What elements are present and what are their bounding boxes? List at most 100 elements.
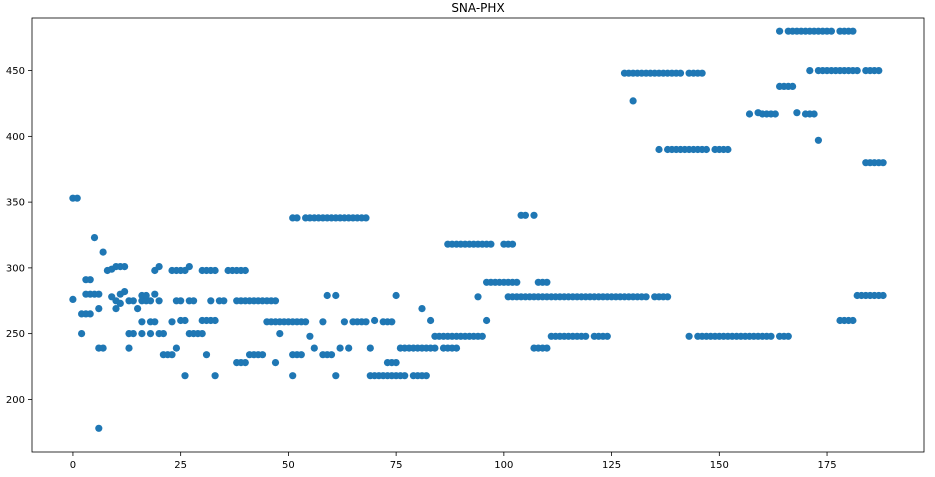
data-point (853, 67, 861, 75)
data-point (474, 293, 482, 301)
data-point (724, 145, 732, 154)
data-point (151, 290, 159, 298)
data-point (806, 67, 814, 75)
y-tick-label: 400 (6, 132, 25, 143)
data-point (745, 110, 754, 118)
data-point (418, 305, 426, 313)
data-point (332, 291, 340, 300)
data-point (198, 330, 206, 338)
data-point (297, 351, 305, 359)
data-point (771, 110, 779, 118)
data-point (211, 316, 219, 325)
x-tick-label: 125 (602, 460, 621, 471)
data-point (767, 332, 775, 340)
data-point (125, 344, 133, 352)
data-point (508, 240, 517, 248)
data-point (345, 344, 353, 352)
data-point (181, 316, 189, 325)
data-points (69, 27, 887, 432)
y-axis-ticks: 200 250 300 350 400 450 (6, 66, 32, 406)
data-point (138, 318, 146, 326)
data-point (332, 372, 340, 380)
data-point (293, 214, 301, 222)
data-point (664, 293, 672, 301)
data-point (879, 291, 887, 300)
data-point (543, 344, 551, 352)
x-tick-label: 100 (494, 460, 513, 471)
data-point (521, 211, 530, 219)
data-point (138, 330, 146, 338)
data-point (241, 359, 249, 367)
data-point (422, 372, 430, 380)
data-point (340, 318, 348, 326)
data-point (336, 344, 344, 352)
data-point (220, 297, 228, 305)
data-point (121, 263, 129, 271)
data-point (810, 110, 818, 118)
data-point (875, 67, 883, 75)
data-point (202, 351, 211, 359)
data-point (319, 318, 327, 326)
data-point (121, 288, 129, 296)
data-point (685, 332, 693, 340)
data-point (452, 344, 461, 352)
data-point (271, 359, 280, 367)
plot-frame (31, 17, 925, 453)
data-point (172, 344, 180, 352)
x-tick-label: 25 (174, 460, 187, 471)
data-point (513, 278, 521, 286)
data-point (146, 297, 155, 305)
data-point (849, 27, 857, 35)
data-point (95, 424, 103, 432)
data-point (207, 297, 215, 305)
data-point (99, 344, 107, 352)
data-point (310, 344, 318, 352)
data-point (146, 330, 155, 338)
data-point (142, 291, 150, 300)
data-point (392, 291, 400, 300)
data-point (90, 234, 99, 242)
data-point (789, 82, 797, 90)
data-point (95, 290, 103, 298)
data-point (78, 330, 86, 338)
data-point (181, 372, 189, 380)
data-point (784, 332, 792, 340)
data-point (95, 305, 103, 313)
y-tick-label: 300 (6, 263, 25, 274)
data-point (302, 318, 310, 326)
data-point (401, 372, 409, 380)
data-point (478, 332, 486, 340)
data-point (362, 318, 370, 326)
data-point (362, 214, 370, 222)
data-point (582, 332, 590, 340)
data-point (306, 332, 314, 340)
x-tick-label: 150 (710, 460, 729, 471)
data-point (190, 297, 198, 305)
data-point (112, 305, 120, 313)
data-point (211, 266, 219, 275)
x-tick-label: 175 (817, 460, 836, 471)
data-point (99, 248, 107, 256)
data-point (849, 316, 857, 325)
data-point (702, 145, 711, 154)
data-point (211, 372, 219, 380)
data-point (271, 297, 280, 305)
data-point (323, 291, 331, 300)
data-point (642, 293, 650, 301)
data-point (827, 27, 836, 35)
data-point (879, 159, 887, 167)
data-point (151, 318, 159, 326)
data-point (676, 69, 685, 77)
y-tick-label: 350 (6, 198, 25, 209)
y-tick-label: 250 (6, 329, 25, 340)
x-tick-label: 75 (390, 460, 403, 471)
data-point (392, 359, 400, 367)
x-tick-label: 0 (70, 460, 76, 471)
data-point (73, 194, 81, 202)
data-point (655, 145, 663, 154)
data-point (366, 344, 374, 352)
x-axis-ticks: 0 25 50 75 100 125 150 175 (70, 452, 837, 471)
data-point (814, 136, 823, 144)
data-point (289, 372, 297, 380)
